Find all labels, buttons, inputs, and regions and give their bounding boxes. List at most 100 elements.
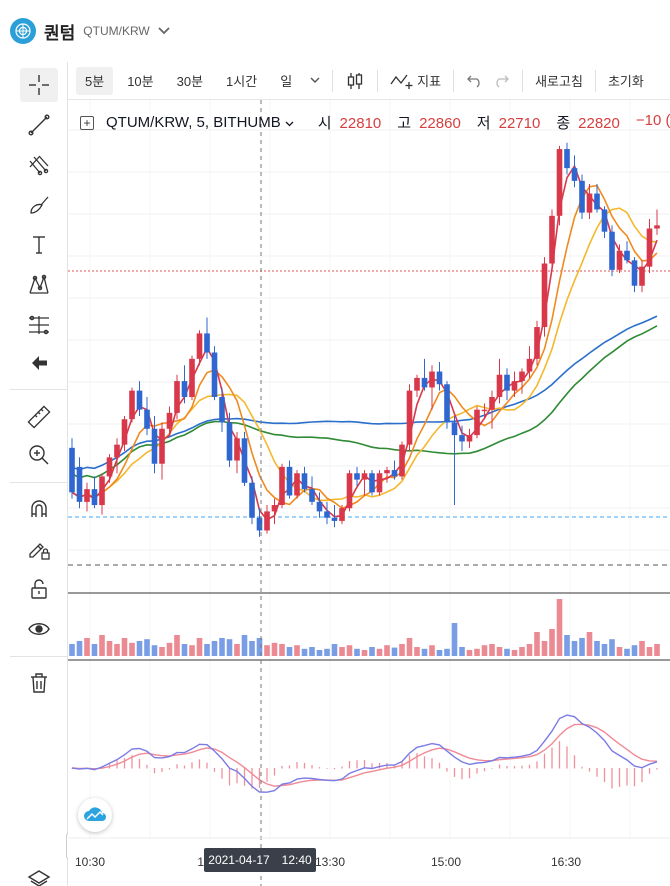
volume-bar: [174, 635, 180, 656]
candle-style-button[interactable]: [341, 67, 369, 95]
candle-body: [316, 501, 323, 512]
volume-bar: [534, 632, 540, 656]
change-value: −10 (: [635, 112, 670, 129]
volume-bar: [136, 641, 143, 656]
layers-tool[interactable]: [20, 862, 58, 886]
candle-body: [459, 435, 465, 442]
price-chart[interactable]: + QTUM/KRW, 5, BITHUMB 시 22810 고 22860 저 22…: [68, 100, 670, 886]
volume-bar: [451, 623, 458, 656]
volume-bar: [144, 639, 150, 656]
candle-body: [541, 263, 548, 328]
candle-body: [444, 384, 450, 423]
timeframe-5m[interactable]: 5분: [76, 66, 114, 95]
crosshair-date: 2021-04-17: [208, 853, 270, 867]
candle-body: [579, 180, 585, 213]
candle-body: [519, 371, 525, 382]
timeframe-30m[interactable]: 30분: [176, 74, 204, 89]
candle-body: [189, 358, 195, 397]
volume-bar: [466, 650, 473, 656]
volume-bar: [571, 641, 578, 656]
chevron-down-icon[interactable]: [306, 67, 324, 95]
candle-body: [271, 505, 278, 512]
candle-body: [144, 409, 150, 429]
unlock-tool[interactable]: [20, 572, 58, 606]
open-value: 22810: [339, 115, 382, 132]
pattern-tool[interactable]: [20, 268, 58, 302]
back-arrow-tool[interactable]: [20, 346, 58, 380]
brush-icon: [30, 196, 49, 214]
volume-bar: [624, 648, 630, 656]
volume-bar: [84, 638, 90, 656]
volume-bar: [399, 644, 405, 656]
candle-body: [346, 473, 353, 509]
candle-body: [496, 374, 503, 397]
lock-drawing-tool[interactable]: [20, 532, 58, 566]
candle-body: [256, 517, 263, 531]
candle-body: [556, 149, 563, 216]
reset-button[interactable]: 초기화: [607, 74, 644, 89]
fibonacci-tool[interactable]: [20, 308, 58, 342]
refresh-button[interactable]: 새로고침: [535, 74, 583, 89]
timeframe-10m[interactable]: 10분: [127, 74, 154, 89]
candle-body: [526, 358, 533, 372]
ruler-icon: [27, 405, 51, 429]
trend-line-tool[interactable]: [20, 108, 58, 142]
chevron-down-icon[interactable]: [158, 22, 170, 40]
redo-button[interactable]: [488, 67, 514, 95]
volume-bar: [324, 648, 330, 656]
eye-icon: [28, 623, 50, 635]
volume-bar: [369, 647, 375, 656]
back-arrow-icon: [32, 356, 47, 370]
indicator-icon: [390, 74, 413, 89]
indicator-button[interactable]: 지표: [386, 67, 445, 95]
pitchfork-tool[interactable]: [20, 148, 58, 182]
trash-tool[interactable]: [20, 666, 58, 700]
eye-tool[interactable]: [20, 612, 58, 646]
candle-body: [414, 377, 420, 391]
volume-pane: [69, 599, 660, 656]
symbol-label: QTUM/KRW, 5, BITHUMB: [106, 114, 281, 131]
crosshair-tool[interactable]: [20, 68, 58, 102]
expand-legend-icon[interactable]: +: [80, 115, 94, 130]
volume-bar: [76, 641, 83, 656]
candle-body: [76, 466, 83, 502]
candle-body: [121, 419, 128, 445]
candle-body: [331, 517, 338, 521]
volume-bar: [519, 647, 525, 656]
chevron-down-icon[interactable]: [285, 114, 294, 131]
trend-line-icon: [28, 114, 50, 136]
volume-bar: [654, 644, 660, 656]
ruler-tool[interactable]: [20, 400, 58, 434]
candle-body: [204, 333, 210, 353]
candle-body: [69, 447, 75, 493]
time-axis-label: 16:30: [551, 855, 581, 869]
text-tool[interactable]: [20, 228, 58, 262]
timeframe-day[interactable]: 일: [280, 74, 293, 89]
qtum-logo-icon: [10, 18, 36, 44]
undo-button[interactable]: [462, 67, 488, 95]
volume-bar: [504, 648, 510, 656]
zoom-in-tool[interactable]: [20, 438, 58, 472]
coin-header: 퀀텀 QTUM/KRW: [0, 0, 670, 62]
tradingview-logo-icon[interactable]: [78, 798, 112, 832]
volume-bar: [496, 647, 503, 656]
chart-legend: + QTUM/KRW, 5, BITHUMB 시 22810 고 22860 저 22…: [80, 112, 670, 133]
volume-bar: [294, 645, 300, 656]
timeframe-1h[interactable]: 1시간: [226, 74, 258, 89]
candle-body: [294, 473, 300, 496]
volume-bar: [339, 647, 345, 656]
candle-body: [91, 489, 98, 506]
magnet-tool[interactable]: [20, 492, 58, 526]
brush-tool[interactable]: [20, 188, 58, 222]
volume-bar: [579, 638, 585, 656]
chart-toolbar: 5분 10분 30분 1시간 일 지표: [68, 62, 670, 100]
candle-body: [624, 250, 630, 261]
volume-bar: [301, 648, 308, 656]
chart-grid: [68, 100, 670, 838]
low-value: 22710: [498, 115, 541, 132]
volume-bar: [69, 644, 75, 656]
candlestick-icon: [348, 72, 363, 89]
candle-body: [399, 444, 405, 477]
